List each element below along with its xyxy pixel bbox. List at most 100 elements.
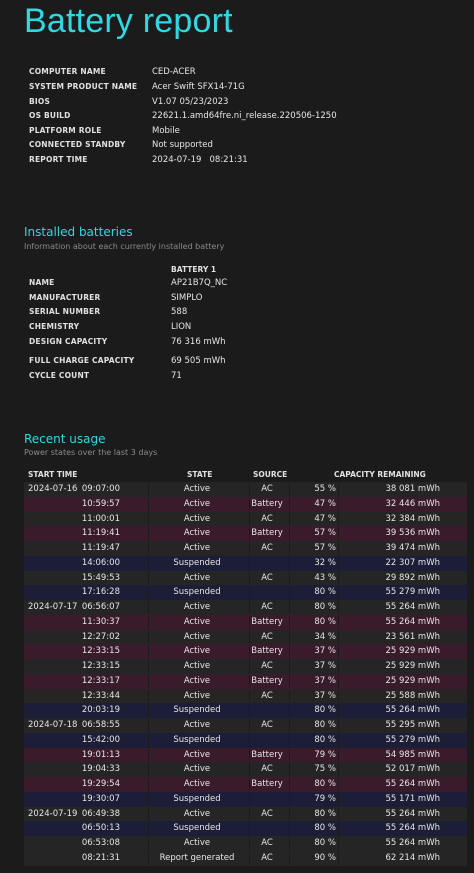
cell-time: 12:33:44 [81, 690, 120, 701]
table-row: 12:33:17 Active Battery 37 % 25 929 mWh [24, 673, 467, 689]
column-divider [148, 778, 149, 791]
cell-state: Suspended [173, 793, 221, 804]
cell-capacity-mwh: 25 929 mWh [385, 675, 440, 686]
battery-key: DESIGN CAPACITY [29, 336, 108, 346]
table-row: 12:33:44 Active AC 37 % 25 588 mWh [24, 688, 467, 704]
column-divider [148, 527, 149, 540]
cell-source: Battery [251, 779, 283, 789]
cell-time: 12:33:17 [81, 675, 120, 686]
column-divider [148, 483, 149, 496]
recent-usage-title: Recent usage [24, 432, 106, 446]
column-divider [338, 483, 339, 496]
cell-source: AC [261, 572, 273, 583]
cell-time: 12:33:15 [81, 646, 120, 657]
cell-capacity-mwh: 23 561 mWh [385, 631, 440, 642]
column-divider [249, 689, 250, 703]
table-row: 12:33:15 Active AC 37 % 25 929 mWh [24, 659, 467, 674]
column-divider [338, 586, 339, 599]
system-value: 2024-07-19 08:21:31 [152, 155, 248, 165]
table-row: 19:01:13 Active Battery 79 % 54 985 mWh [24, 747, 467, 763]
cell-capacity-mwh: 52 017 mWh [385, 764, 440, 775]
column-divider [338, 719, 339, 732]
battery-value: LION [171, 321, 192, 332]
table-row: 08:21:31 Report generated AC 90 % 62 214 mWh [24, 850, 467, 866]
cell-time: 19:04:33 [81, 764, 120, 775]
cell-capacity-percent: 80 % [314, 720, 336, 730]
column-divider [338, 851, 339, 865]
column-divider [338, 542, 339, 555]
column-divider [289, 851, 290, 865]
cell-capacity-percent: 37 % [314, 646, 336, 657]
cell-state: Active [183, 616, 211, 627]
column-divider [338, 763, 339, 776]
cell-time: 17:16:28 [81, 587, 120, 598]
cell-capacity-mwh: 39 536 mWh [385, 528, 440, 539]
table-row: 17:16:28 Suspended 80 % 55 279 mWh [24, 585, 467, 600]
table-row: 2024-07-19 06:49:38 Active AC 80 % 55 264 mWh [24, 806, 467, 822]
column-divider [249, 645, 250, 658]
usage-table-header: START TIME STATE SOURCE CAPACITY REMAINI… [24, 470, 467, 482]
cell-capacity-percent: 47 % [314, 498, 336, 509]
cell-capacity-mwh: 55 264 mWh [385, 705, 440, 716]
column-divider [289, 792, 290, 806]
cell-state: Active [183, 675, 211, 686]
cell-source: AC [261, 602, 273, 612]
column-divider [289, 689, 290, 703]
cell-date: 2024-07-16 [28, 484, 78, 494]
table-row: 11:19:47 Active AC 57 % 39 474 mWh [24, 541, 467, 556]
cell-capacity-percent: 37 % [314, 661, 336, 671]
recent-usage-subtitle: Power states over the last 3 days [24, 448, 158, 457]
column-divider [148, 733, 149, 747]
column-divider [148, 571, 149, 585]
column-divider [249, 822, 250, 835]
column-divider [148, 674, 149, 688]
cell-capacity-percent: 79 % [314, 793, 336, 804]
column-divider [289, 763, 290, 776]
column-divider [338, 733, 339, 747]
column-divider [338, 837, 339, 850]
cell-time: 10:59:57 [81, 498, 120, 509]
cell-state: Active [183, 631, 211, 642]
table-row: 20:03:19 Suspended 80 % 55 264 mWh [24, 703, 467, 718]
cell-state: Active [183, 690, 211, 701]
column-divider [289, 807, 290, 821]
cell-source [248, 792, 286, 807]
column-divider [289, 660, 290, 673]
cell-source: Battery [251, 528, 283, 539]
table-row: 12:27:02 Active AC 34 % 23 561 mWh [24, 629, 467, 645]
cell-state: Active [183, 646, 211, 657]
cell-source: AC [261, 513, 273, 524]
column-divider [249, 497, 250, 511]
column-divider [289, 571, 290, 585]
column-divider [148, 601, 149, 614]
cell-time: 14:06:00 [81, 557, 120, 568]
column-divider [249, 512, 250, 526]
cell-capacity-percent: 57 % [314, 543, 336, 553]
cell-time: 11:30:37 [81, 616, 120, 627]
column-divider [249, 807, 250, 821]
cell-capacity-mwh: 32 446 mWh [385, 498, 440, 509]
battery-key: CHEMISTRY [29, 321, 80, 331]
cell-time: 06:58:55 [81, 720, 120, 730]
cell-time: 11:19:41 [81, 528, 120, 539]
column-divider [148, 615, 149, 629]
column-divider [249, 660, 250, 673]
column-divider [249, 704, 250, 717]
battery-key: SERIAL NUMBER [29, 307, 101, 316]
column-divider [338, 704, 339, 717]
cell-capacity-mwh: 25 588 mWh [385, 690, 440, 701]
cell-capacity-percent: 90 % [314, 852, 336, 863]
system-key: PLATFORM ROLE [29, 125, 102, 135]
cell-state: Suspended [173, 557, 221, 568]
cell-state: Active [183, 498, 211, 509]
cell-time: 08:21:31 [81, 852, 120, 863]
cell-source: AC [261, 631, 273, 642]
column-divider [148, 719, 149, 732]
page-title: Battery report [24, 2, 233, 40]
cell-state: Active [183, 838, 211, 848]
table-row: 12:33:15 Active Battery 37 % 25 929 mWh [24, 644, 467, 659]
cell-source [248, 703, 286, 718]
cell-capacity-percent: 57 % [314, 528, 336, 539]
header-source: SOURCE [253, 470, 288, 479]
column-divider [148, 851, 149, 865]
